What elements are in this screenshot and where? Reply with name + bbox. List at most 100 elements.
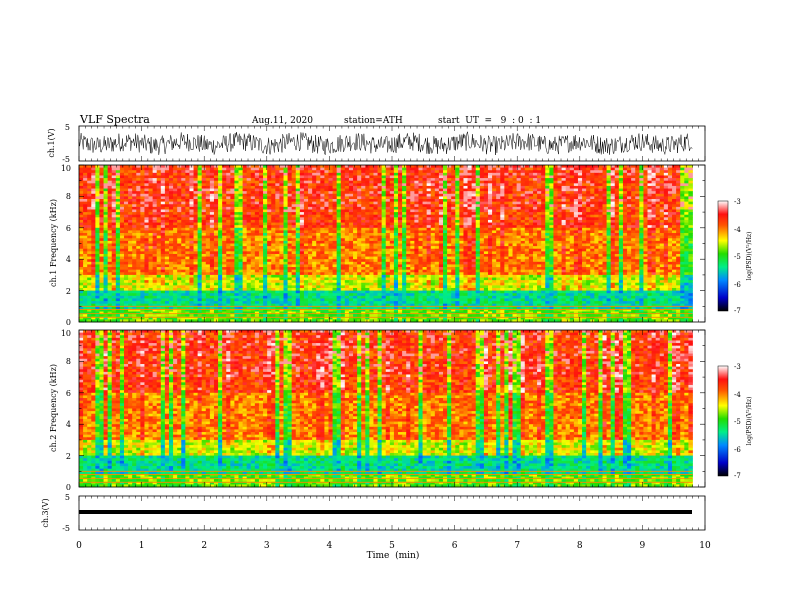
spectrogram-cell (487, 209, 493, 213)
spectrogram-cell (688, 243, 693, 247)
spectrogram-cell (443, 191, 448, 195)
spectrogram-cell (197, 201, 203, 205)
spectrogram-cell (402, 206, 407, 210)
spectrogram-cell (181, 183, 186, 187)
spectrogram-cell (443, 222, 448, 226)
spectrogram-cell (569, 206, 575, 210)
spectrogram-cell (479, 193, 485, 197)
spectrogram-cell (524, 185, 530, 189)
spectrogram-cell (246, 178, 252, 182)
spectrogram-cell (500, 170, 505, 174)
spectrogram-cell (627, 185, 632, 189)
spectrogram-cell (254, 183, 260, 187)
spectrogram-cell (205, 222, 211, 226)
spectrogram-cell (103, 230, 109, 234)
spectrogram-cell (455, 185, 460, 189)
spectrogram-cell (213, 188, 219, 192)
spectrogram-cell (504, 178, 509, 182)
spectrogram-cell (136, 180, 141, 184)
spectrogram-cell (557, 165, 562, 169)
spectrogram-cell (197, 180, 203, 184)
spectrogram-cell (377, 170, 383, 174)
spectrogram-cell (353, 175, 358, 179)
spectrogram-cell (123, 243, 129, 247)
spectrogram-cell (348, 201, 354, 205)
spectrogram-cell (643, 167, 648, 171)
spectrogram-cell (238, 201, 243, 205)
spectrogram-cell (573, 185, 579, 189)
spectrogram-cell (213, 240, 219, 244)
spectrogram-cell (537, 183, 542, 187)
spectrogram-cell (283, 185, 288, 189)
spectrogram-cell (471, 248, 477, 252)
spectrogram-cell (205, 214, 211, 218)
spectrogram-cell (222, 175, 227, 179)
spectrogram-cell (258, 225, 264, 229)
spectrogram-cell (205, 199, 211, 203)
spectrogram-cell (173, 206, 178, 210)
spectrogram-cell (582, 235, 587, 239)
spectrogram-cell (537, 238, 542, 242)
spectrogram-cell (406, 227, 411, 231)
spectrogram-cell (500, 188, 505, 192)
spectrogram-cell (344, 238, 350, 242)
spectrogram-cell (565, 248, 571, 252)
spectrogram-cell (230, 227, 235, 231)
spectrogram-cell (340, 170, 346, 174)
spectrogram-cell (402, 214, 407, 218)
spectrogram-cell (545, 235, 550, 239)
spectrogram-cell (185, 225, 190, 229)
spectrogram-cell (381, 246, 387, 250)
spectrogram-cell (512, 246, 518, 250)
spectrogram-cell (569, 243, 575, 247)
spectrogram-cell (320, 165, 325, 169)
spectrogram-cell (606, 170, 612, 174)
spectrogram-cell (676, 185, 681, 189)
spectrogram-cell (524, 170, 530, 174)
spectrogram-cell (430, 230, 436, 234)
spectrogram-cell (475, 201, 481, 205)
spectrogram-cell (115, 191, 121, 195)
spectrogram-cell (287, 206, 293, 210)
spectrogram-cell (140, 230, 145, 234)
spectrogram-cell (602, 175, 607, 179)
spectrogram-cell (291, 175, 297, 179)
spectrogram-cell (258, 204, 264, 208)
spectrogram-cell (643, 238, 648, 242)
spectrogram-cell (524, 248, 530, 252)
spectrogram-cell (586, 178, 591, 182)
spectrogram-cell (312, 227, 317, 231)
spectrogram-cell (218, 217, 223, 221)
spectrogram-cell (483, 196, 489, 200)
spectrogram-cell (185, 222, 190, 226)
spectrogram-cell (635, 180, 640, 184)
spectrogram-cell (193, 193, 199, 197)
spectrogram-cell (680, 191, 685, 195)
spectrogram-cell (438, 199, 444, 203)
spectrogram-cell (295, 219, 301, 223)
spectrogram-cell (353, 214, 358, 218)
spectrogram-cell (271, 214, 276, 218)
spectrogram-cell (377, 248, 383, 252)
spectrogram-cell (553, 175, 558, 179)
spectrogram-cell (389, 178, 395, 182)
spectrogram-cell (602, 185, 607, 189)
spectrogram-cell (267, 219, 272, 223)
spectrogram-cell (246, 233, 252, 237)
spectrogram-cell (410, 219, 415, 223)
spectrogram-cell (504, 230, 509, 234)
spectrogram-cell (115, 185, 121, 189)
spectrogram-cell (271, 240, 276, 244)
spectrogram-cell (676, 172, 681, 176)
spectrogram-cell (140, 238, 145, 242)
spectrogram-cell (316, 188, 321, 192)
spectrogram-cell (524, 222, 530, 226)
spectrogram-cell (655, 243, 661, 247)
spectrogram-cell (672, 238, 677, 242)
spectrogram-cell (246, 225, 252, 229)
spectrogram-cell (128, 212, 133, 216)
spectrogram-cell (238, 199, 243, 203)
spectrogram-cell (381, 227, 387, 231)
spectrogram-cell (512, 240, 518, 244)
spectrogram-cell (393, 183, 399, 187)
